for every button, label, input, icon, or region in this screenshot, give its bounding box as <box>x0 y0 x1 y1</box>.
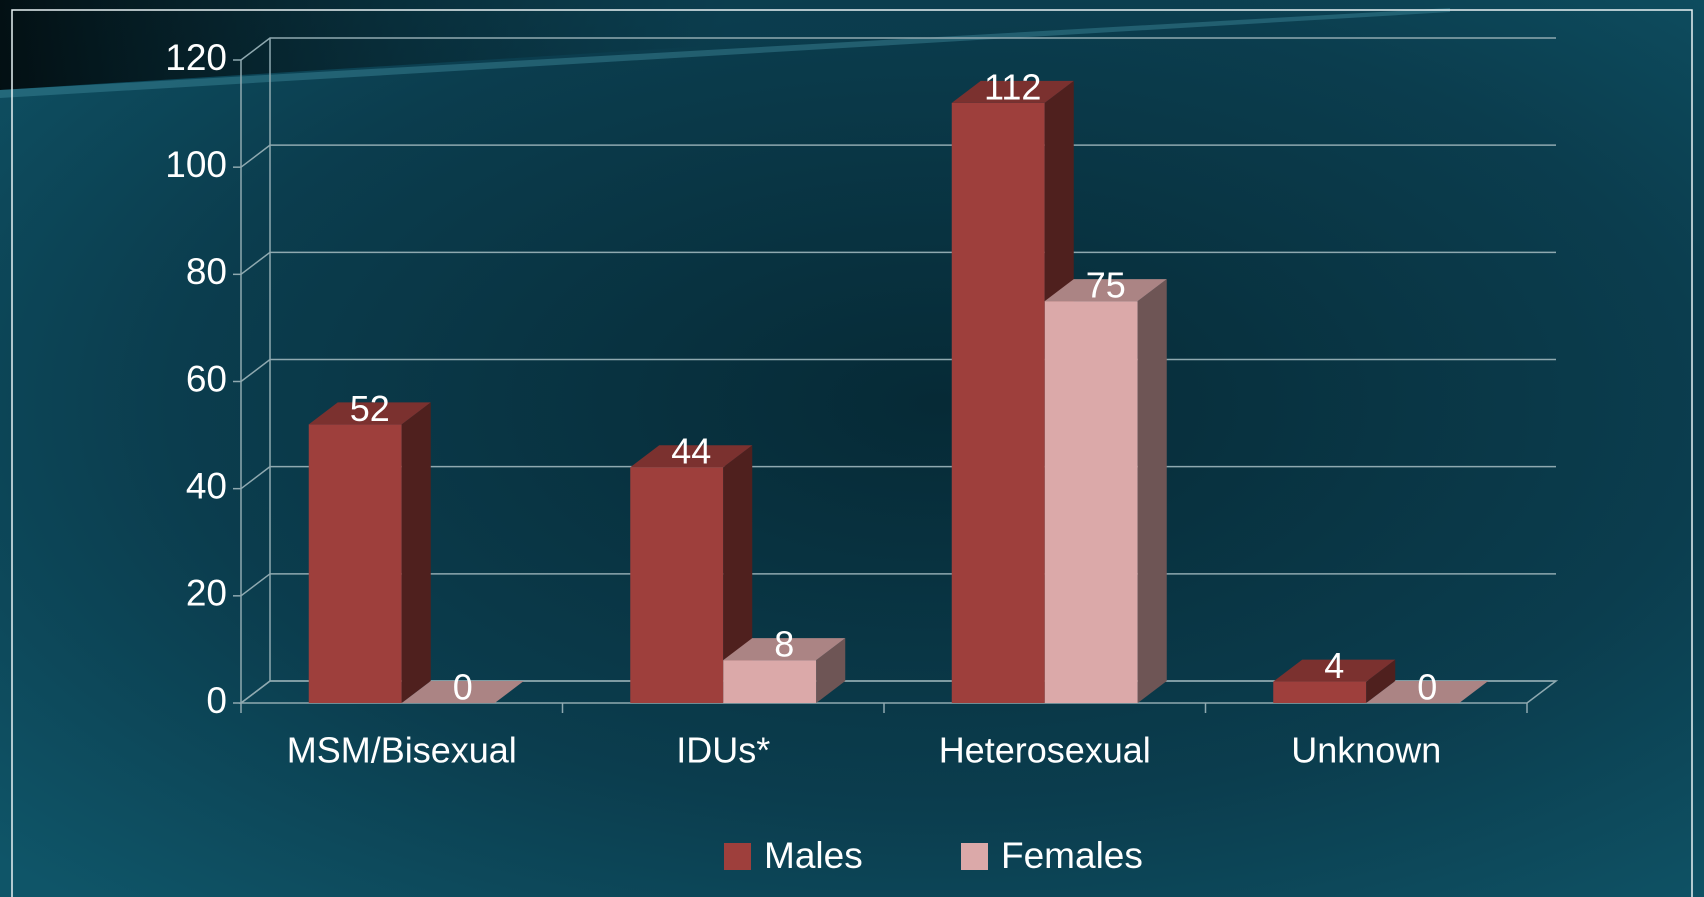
bar <box>1273 681 1367 703</box>
bar-side <box>1137 279 1167 703</box>
bar-group <box>1273 659 1396 703</box>
legend-label: Females <box>1001 835 1143 876</box>
y-tick-label: 40 <box>186 465 227 506</box>
x-tick-label: Heterosexual <box>939 730 1151 771</box>
x-tick-label: IDUs* <box>676 730 770 771</box>
bar <box>630 467 724 703</box>
bar-group <box>1044 279 1167 703</box>
grid-line <box>240 37 1556 61</box>
bar-side <box>723 445 753 703</box>
data-label: 44 <box>671 431 711 472</box>
bar-top <box>1273 659 1396 682</box>
data-label: 0 <box>1417 667 1437 708</box>
bar-side <box>401 402 431 703</box>
bar-top <box>630 445 753 468</box>
bar <box>951 102 1045 703</box>
bar-top <box>951 80 1074 103</box>
y-tick-label: 100 <box>165 144 227 185</box>
bar <box>723 660 817 703</box>
y-tick-label: 80 <box>186 251 227 292</box>
bar-top <box>1366 681 1489 703</box>
bar-group <box>723 638 846 703</box>
y-tick-label: 120 <box>165 37 227 78</box>
bar-group <box>308 402 431 703</box>
bar-top <box>308 402 431 425</box>
bar-side <box>1366 659 1396 703</box>
data-label: 8 <box>774 624 794 665</box>
x-tick-label: Unknown <box>1291 730 1441 771</box>
bar-group <box>401 681 524 703</box>
bar <box>1044 301 1138 703</box>
decoration <box>0 8 1450 98</box>
bar <box>308 424 402 703</box>
y-tick-label: 0 <box>206 680 227 721</box>
frame <box>11 9 1693 897</box>
y-tick-label: 20 <box>186 573 227 614</box>
data-label: 4 <box>1324 645 1344 686</box>
data-label: 0 <box>453 667 473 708</box>
bar-top <box>401 681 524 703</box>
legend-swatch <box>724 843 751 870</box>
bar-top <box>1044 279 1167 302</box>
grid-line <box>240 251 1556 275</box>
bar-top <box>723 638 846 661</box>
data-label: 75 <box>1086 265 1126 306</box>
x-tick-label: MSM/Bisexual <box>287 730 517 771</box>
data-label: 52 <box>350 388 390 429</box>
grid-line <box>240 144 1556 168</box>
bar-side <box>816 638 846 703</box>
bar-group <box>1366 681 1489 703</box>
data-label: 112 <box>984 66 1041 107</box>
decoration <box>0 0 1450 90</box>
bar-group <box>630 445 753 703</box>
y-tick-label: 60 <box>186 358 227 399</box>
legend-swatch <box>961 843 988 870</box>
legend-label: Males <box>764 835 863 876</box>
